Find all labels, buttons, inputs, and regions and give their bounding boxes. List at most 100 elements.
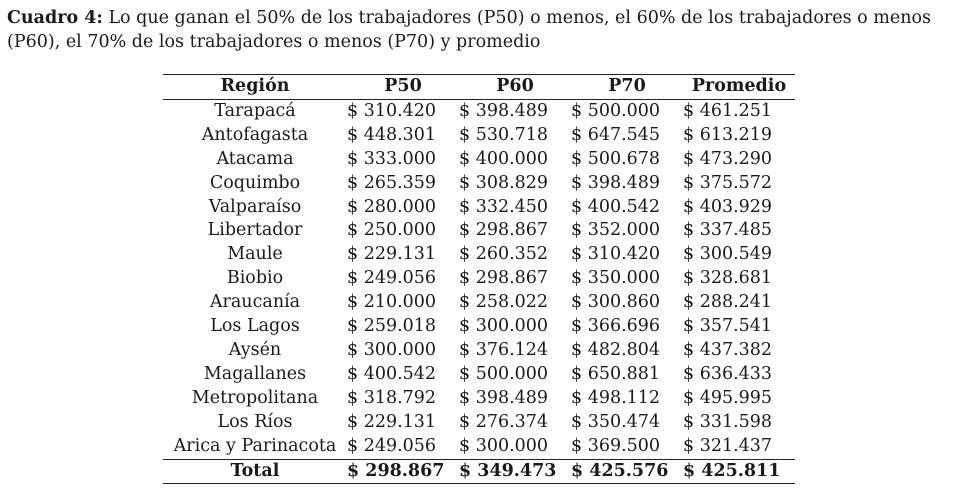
cell-region: Antofagasta [201, 124, 309, 145]
cell-region: Tarapacá [214, 100, 296, 121]
cell-region: Aysén [228, 339, 282, 360]
table-row: Biobio $ 249.056 $ 298.867 $ 350.000 $ 3… [163, 267, 795, 291]
cell-p70: $ 500.000 [571, 100, 661, 121]
cell-p50: $ 333.000 [347, 148, 437, 169]
total-p50: $ 298.867 [347, 460, 445, 481]
cell-region: Araucanía [209, 292, 301, 313]
cell-p70: $ 498.112 [571, 387, 661, 408]
cell-p50: $ 250.000 [347, 220, 437, 241]
total-row: Total $ 298.867 $ 349.473 $ 425.576 $ 42… [163, 459, 795, 484]
table-row: Aysén $ 300.000 $ 376.124 $ 482.804 $ 43… [163, 339, 795, 363]
cell-p70: $ 310.420 [571, 244, 661, 265]
cell-region: Coquimbo [209, 172, 301, 193]
cell-p60: $ 298.867 [459, 220, 549, 241]
cell-p70: $ 398.489 [571, 172, 661, 193]
table-row: Magallanes $ 400.542 $ 500.000 $ 650.881… [163, 363, 795, 387]
cell-p70: $ 350.474 [571, 411, 661, 432]
table-row: Maule $ 229.131 $ 260.352 $ 310.420 $ 30… [163, 243, 795, 267]
cell-p70: $ 369.500 [571, 435, 661, 456]
cell-promedio: $ 437.382 [683, 339, 773, 360]
cell-p50: $ 318.792 [347, 387, 437, 408]
cell-p50: $ 229.131 [347, 411, 437, 432]
cell-p60: $ 398.489 [459, 387, 549, 408]
cell-p60: $ 298.867 [459, 268, 549, 289]
table-row: Metropolitana $ 318.792 $ 398.489 $ 498.… [163, 387, 795, 411]
caption-text: Lo que ganan el 50% de los trabajadores … [7, 8, 931, 52]
cell-p50: $ 448.301 [347, 124, 437, 145]
cell-promedio: $ 613.219 [683, 124, 773, 145]
cell-p50: $ 259.018 [347, 316, 437, 337]
cell-region: Biobio [226, 268, 284, 289]
table-row: Araucanía $ 210.000 $ 258.022 $ 300.860 … [163, 291, 795, 315]
cell-p60: $ 398.489 [459, 100, 549, 121]
cell-p60: $ 300.000 [459, 435, 549, 456]
cell-promedio: $ 300.549 [683, 244, 773, 265]
header-region: Región [220, 76, 290, 96]
cell-p60: $ 500.000 [459, 363, 549, 384]
cell-promedio: $ 636.433 [683, 363, 773, 384]
cell-p70: $ 350.000 [571, 268, 661, 289]
table-row: Atacama $ 333.000 $ 400.000 $ 500.678 $ … [163, 148, 795, 172]
cell-promedio: $ 375.572 [683, 172, 773, 193]
total-label: Total [230, 460, 280, 481]
table-row: Los Lagos $ 259.018 $ 300.000 $ 366.696 … [163, 315, 795, 339]
cell-p60: $ 258.022 [459, 292, 549, 313]
table-row: Tarapacá $ 310.420 $ 398.489 $ 500.000 $… [163, 99, 795, 123]
cell-promedio: $ 288.241 [683, 292, 773, 313]
cell-p50: $ 229.131 [347, 244, 437, 265]
cell-p60: $ 332.450 [459, 196, 549, 217]
cell-p70: $ 647.545 [571, 124, 661, 145]
cell-region: Magallanes [203, 363, 307, 384]
cell-p60: $ 400.000 [459, 148, 549, 169]
caption-label: Cuadro 4: [7, 8, 103, 28]
cell-region: Maule [227, 244, 283, 265]
table-row: Coquimbo $ 265.359 $ 308.829 $ 398.489 $… [163, 172, 795, 196]
cell-p50: $ 400.542 [347, 363, 437, 384]
cell-region: Arica y Parinacota [173, 435, 337, 456]
cell-p60: $ 300.000 [459, 316, 549, 337]
cell-p60: $ 260.352 [459, 244, 549, 265]
table-row: Antofagasta $ 448.301 $ 530.718 $ 647.54… [163, 124, 795, 148]
cell-p70: $ 300.860 [571, 292, 661, 313]
cell-p60: $ 276.374 [459, 411, 549, 432]
total-p60: $ 349.473 [459, 460, 557, 481]
table-caption: Cuadro 4: Lo que ganan el 50% de los tra… [7, 6, 967, 54]
cell-p50: $ 210.000 [347, 292, 437, 313]
total-p70: $ 425.576 [571, 460, 669, 481]
cell-promedio: $ 495.995 [683, 387, 773, 408]
cell-p50: $ 249.056 [347, 268, 437, 289]
cell-p50: $ 310.420 [347, 100, 437, 121]
cell-p50: $ 249.056 [347, 435, 437, 456]
cell-region: Valparaíso [208, 196, 302, 217]
cell-p50: $ 280.000 [347, 196, 437, 217]
header-promedio: Promedio [691, 76, 787, 96]
cell-promedio: $ 328.681 [683, 268, 773, 289]
cell-p60: $ 308.829 [459, 172, 549, 193]
cell-promedio: $ 357.541 [683, 316, 773, 337]
cell-region: Libertador [207, 220, 303, 241]
cell-promedio: $ 473.290 [683, 148, 773, 169]
cell-promedio: $ 321.437 [683, 435, 773, 456]
cell-region: Metropolitana [191, 387, 319, 408]
cell-promedio: $ 331.598 [683, 411, 773, 432]
header-p70: P70 [608, 76, 646, 96]
cell-region: Atacama [216, 148, 294, 169]
cell-p50: $ 300.000 [347, 339, 437, 360]
cell-p70: $ 400.542 [571, 196, 661, 217]
cell-p70: $ 352.000 [571, 220, 661, 241]
earnings-table: Región P50 P60 P70 Promedio Tarapacá $ 3… [163, 74, 795, 484]
header-row: Región P50 P60 P70 Promedio [163, 74, 795, 100]
table-row: Valparaíso $ 280.000 $ 332.450 $ 400.542… [163, 196, 795, 220]
cell-p60: $ 530.718 [459, 124, 549, 145]
table-row: Los Ríos $ 229.131 $ 276.374 $ 350.474 $… [163, 411, 795, 435]
cell-p70: $ 366.696 [571, 316, 661, 337]
cell-promedio: $ 403.929 [683, 196, 773, 217]
table-row: Libertador $ 250.000 $ 298.867 $ 352.000… [163, 219, 795, 243]
table-row: Arica y Parinacota $ 249.056 $ 300.000 $… [163, 435, 795, 459]
cell-promedio: $ 461.251 [683, 100, 773, 121]
cell-promedio: $ 337.485 [683, 220, 773, 241]
header-p50: P50 [384, 76, 422, 96]
header-p60: P60 [496, 76, 534, 96]
cell-p50: $ 265.359 [347, 172, 437, 193]
cell-p60: $ 376.124 [459, 339, 549, 360]
